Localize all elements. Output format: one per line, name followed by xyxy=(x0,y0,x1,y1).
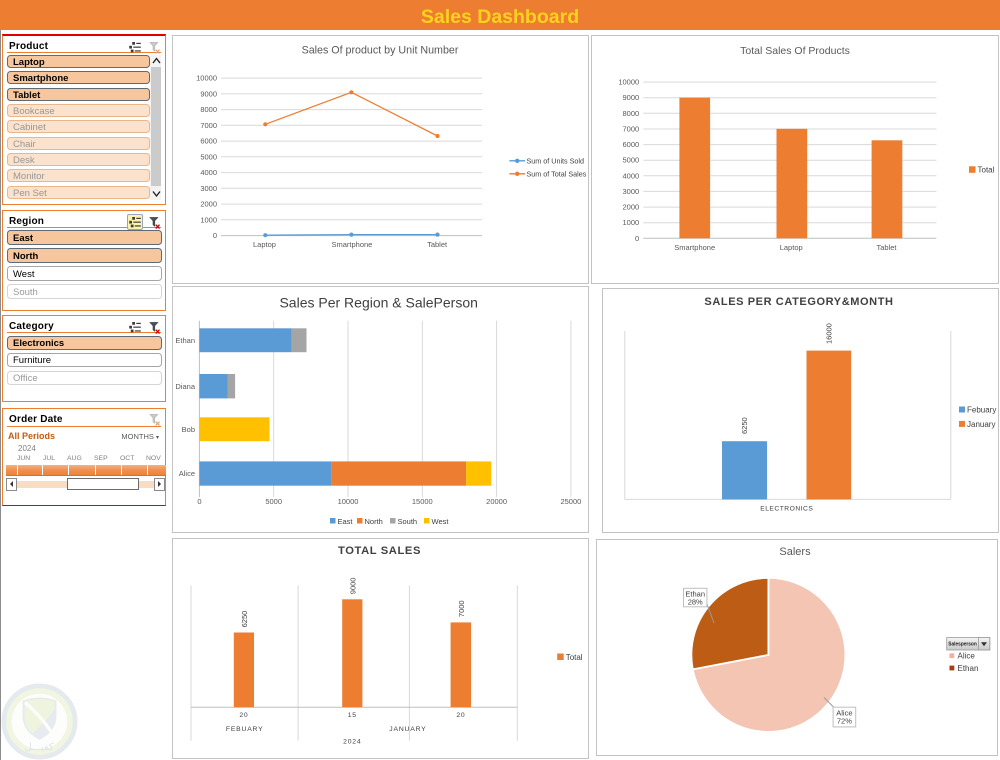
svg-text:8000: 8000 xyxy=(623,109,640,118)
svg-text:South: South xyxy=(398,517,418,526)
svg-text:6250: 6250 xyxy=(240,611,249,628)
svg-text:Alice: Alice xyxy=(836,708,852,717)
svg-text:4000: 4000 xyxy=(200,168,217,177)
svg-text:Ethan: Ethan xyxy=(175,336,195,345)
svg-text:North: North xyxy=(365,517,383,526)
svg-text:7000: 7000 xyxy=(623,125,640,134)
svg-text:Salesperson: Salesperson xyxy=(948,641,977,647)
svg-text:Alice: Alice xyxy=(958,652,976,661)
svg-text:0: 0 xyxy=(213,231,217,240)
svg-text:ELECTRONICS: ELECTRONICS xyxy=(760,506,813,513)
svg-text:10000: 10000 xyxy=(618,78,639,87)
svg-text:16000: 16000 xyxy=(825,323,834,344)
svg-text:7000: 7000 xyxy=(457,600,466,617)
svg-text:Smartphone: Smartphone xyxy=(331,240,372,249)
svg-text:72%: 72% xyxy=(837,716,852,725)
svg-text:20: 20 xyxy=(239,712,248,719)
svg-text:5000: 5000 xyxy=(200,152,217,161)
svg-text:Tablet: Tablet xyxy=(427,240,448,249)
svg-text:Total Sales Of Products: Total Sales Of Products xyxy=(740,45,850,57)
svg-text:6000: 6000 xyxy=(623,140,640,149)
svg-text:Laptop: Laptop xyxy=(780,243,803,252)
svg-text:15: 15 xyxy=(348,712,357,719)
svg-text:3000: 3000 xyxy=(623,187,640,196)
svg-text:Diana: Diana xyxy=(175,382,195,391)
svg-text:9000: 9000 xyxy=(200,89,217,98)
svg-text:Sales Per Region & SalePerson: Sales Per Region & SalePerson xyxy=(279,295,477,311)
svg-text:Alice: Alice xyxy=(179,469,195,478)
svg-text:1000: 1000 xyxy=(623,218,640,227)
svg-text:20: 20 xyxy=(456,712,465,719)
svg-text:Tablet: Tablet xyxy=(876,243,897,252)
svg-text:25000: 25000 xyxy=(560,497,581,506)
svg-text:SALES PER CATEGORY&MONTH: SALES PER CATEGORY&MONTH xyxy=(704,296,893,308)
svg-text:1000: 1000 xyxy=(200,215,217,224)
svg-text:10000: 10000 xyxy=(338,497,359,506)
svg-text:Total: Total xyxy=(978,166,995,175)
svg-text:Bob: Bob xyxy=(182,425,195,434)
svg-text:3000: 3000 xyxy=(200,184,217,193)
svg-text:Salers: Salers xyxy=(779,546,811,558)
svg-text:Laptop: Laptop xyxy=(253,240,276,249)
svg-text:10000: 10000 xyxy=(196,74,217,83)
svg-text:2024: 2024 xyxy=(343,739,361,746)
svg-text:15000: 15000 xyxy=(412,497,433,506)
svg-text:2000: 2000 xyxy=(200,200,217,209)
svg-text:9000: 9000 xyxy=(623,93,640,102)
svg-text:Sum of Total Sales: Sum of Total Sales xyxy=(527,169,587,178)
svg-text:JANUARY: JANUARY xyxy=(389,726,426,733)
svg-text:9000: 9000 xyxy=(348,578,357,595)
svg-text:West: West xyxy=(432,517,450,526)
svg-text:8000: 8000 xyxy=(200,105,217,114)
svg-text:Ethan: Ethan xyxy=(958,664,979,673)
svg-text:6250: 6250 xyxy=(740,417,749,434)
svg-text:20000: 20000 xyxy=(486,497,507,506)
svg-text:0: 0 xyxy=(197,497,201,506)
svg-text:TOTAL SALES: TOTAL SALES xyxy=(338,545,421,557)
svg-text:January: January xyxy=(967,420,995,429)
svg-text:0: 0 xyxy=(635,234,639,243)
svg-text:5000: 5000 xyxy=(265,497,282,506)
svg-text:Sum of Units Sold: Sum of Units Sold xyxy=(527,156,585,165)
svg-text:4000: 4000 xyxy=(623,171,640,180)
svg-text:Smartphone: Smartphone xyxy=(674,243,715,252)
svg-text:كفيـــل: كفيـــل xyxy=(24,742,53,753)
svg-text:Ethan: Ethan xyxy=(685,589,705,598)
svg-text:Sales Of product by Unit Numbe: Sales Of product by Unit Number xyxy=(302,45,459,57)
svg-text:Febuary: Febuary xyxy=(967,406,996,415)
svg-text:2000: 2000 xyxy=(623,203,640,212)
svg-text:East: East xyxy=(338,517,354,526)
svg-text:FEBUARY: FEBUARY xyxy=(226,726,264,733)
svg-text:Total: Total xyxy=(566,653,583,662)
svg-text:6000: 6000 xyxy=(200,137,217,146)
svg-text:5000: 5000 xyxy=(623,156,640,165)
svg-text:7000: 7000 xyxy=(200,121,217,130)
svg-text:28%: 28% xyxy=(688,597,703,606)
